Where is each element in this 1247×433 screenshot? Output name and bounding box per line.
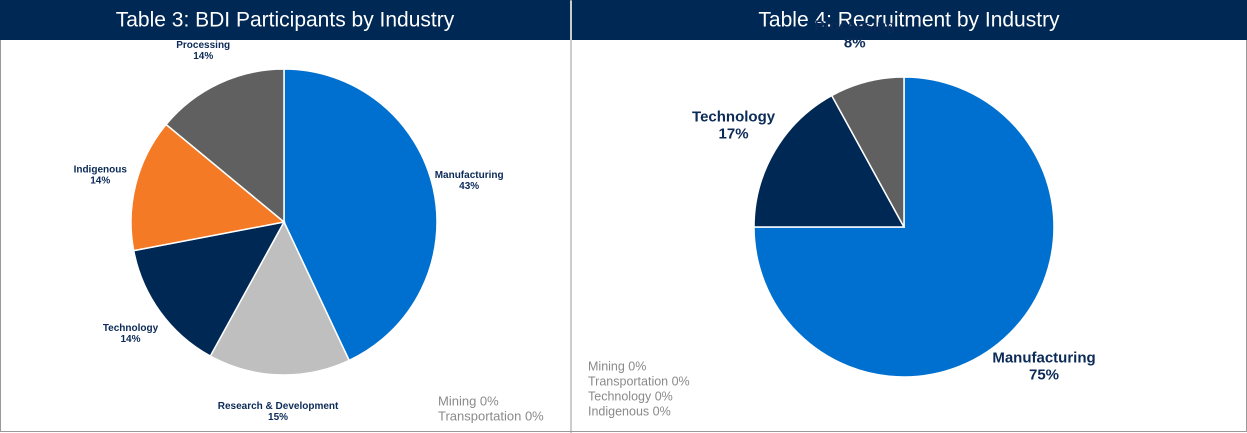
chart-title: Table 3: BDI Participants by Industry xyxy=(116,9,455,32)
slice-label: Processing 8% xyxy=(814,18,895,52)
slice-category: Manufacturing xyxy=(435,170,504,181)
chart-title: Table 4: Recruitment by Industry xyxy=(758,9,1060,32)
slice-category: Technology xyxy=(103,323,159,334)
note: Transportation 0% xyxy=(588,374,690,388)
slice-label: Research & Development 15% xyxy=(218,401,339,423)
slice-category: Research & Development xyxy=(218,401,339,412)
header-bar xyxy=(0,0,570,40)
pie-slice xyxy=(130,123,286,252)
slice-category: Processing xyxy=(814,18,895,35)
slice-label: Indigenous 14% xyxy=(74,164,128,186)
slice-value: 14% xyxy=(90,175,110,186)
slice-value: 15% xyxy=(268,412,288,423)
slice-label: Manufacturing 75% xyxy=(992,349,1095,383)
slice-value: 17% xyxy=(719,126,749,143)
slice-label: Technology 17% xyxy=(692,109,776,143)
slice-value: 14% xyxy=(193,50,213,61)
slice-value: 75% xyxy=(1029,366,1059,383)
slice-category: Processing xyxy=(176,39,230,50)
slice-value: 8% xyxy=(844,35,866,52)
pie-slice xyxy=(753,94,906,228)
note: Mining 0% xyxy=(588,359,646,373)
slice-label: Technology 14% xyxy=(103,323,159,345)
header-bar xyxy=(572,0,1247,40)
slice-value: 14% xyxy=(121,334,141,345)
slice-category: Technology xyxy=(692,109,776,126)
pie-slice xyxy=(753,76,1055,378)
slice-category: Manufacturing xyxy=(992,349,1095,366)
slice-label: Processing 14% xyxy=(176,39,230,61)
pie-slice xyxy=(132,220,286,358)
pie-slice xyxy=(209,220,351,376)
pie-slice xyxy=(165,68,285,224)
pie-slice xyxy=(830,76,905,228)
pie-slice xyxy=(283,68,438,362)
slice-value: 43% xyxy=(459,181,479,192)
slice-category: Indigenous xyxy=(74,164,128,175)
note: Mining 0% xyxy=(438,393,499,408)
note: Indigenous 0% xyxy=(588,404,671,418)
note: Technology 0% xyxy=(588,389,673,403)
slice-label: Manufacturing 43% xyxy=(435,170,504,192)
note: Transportation 0% xyxy=(438,408,544,423)
